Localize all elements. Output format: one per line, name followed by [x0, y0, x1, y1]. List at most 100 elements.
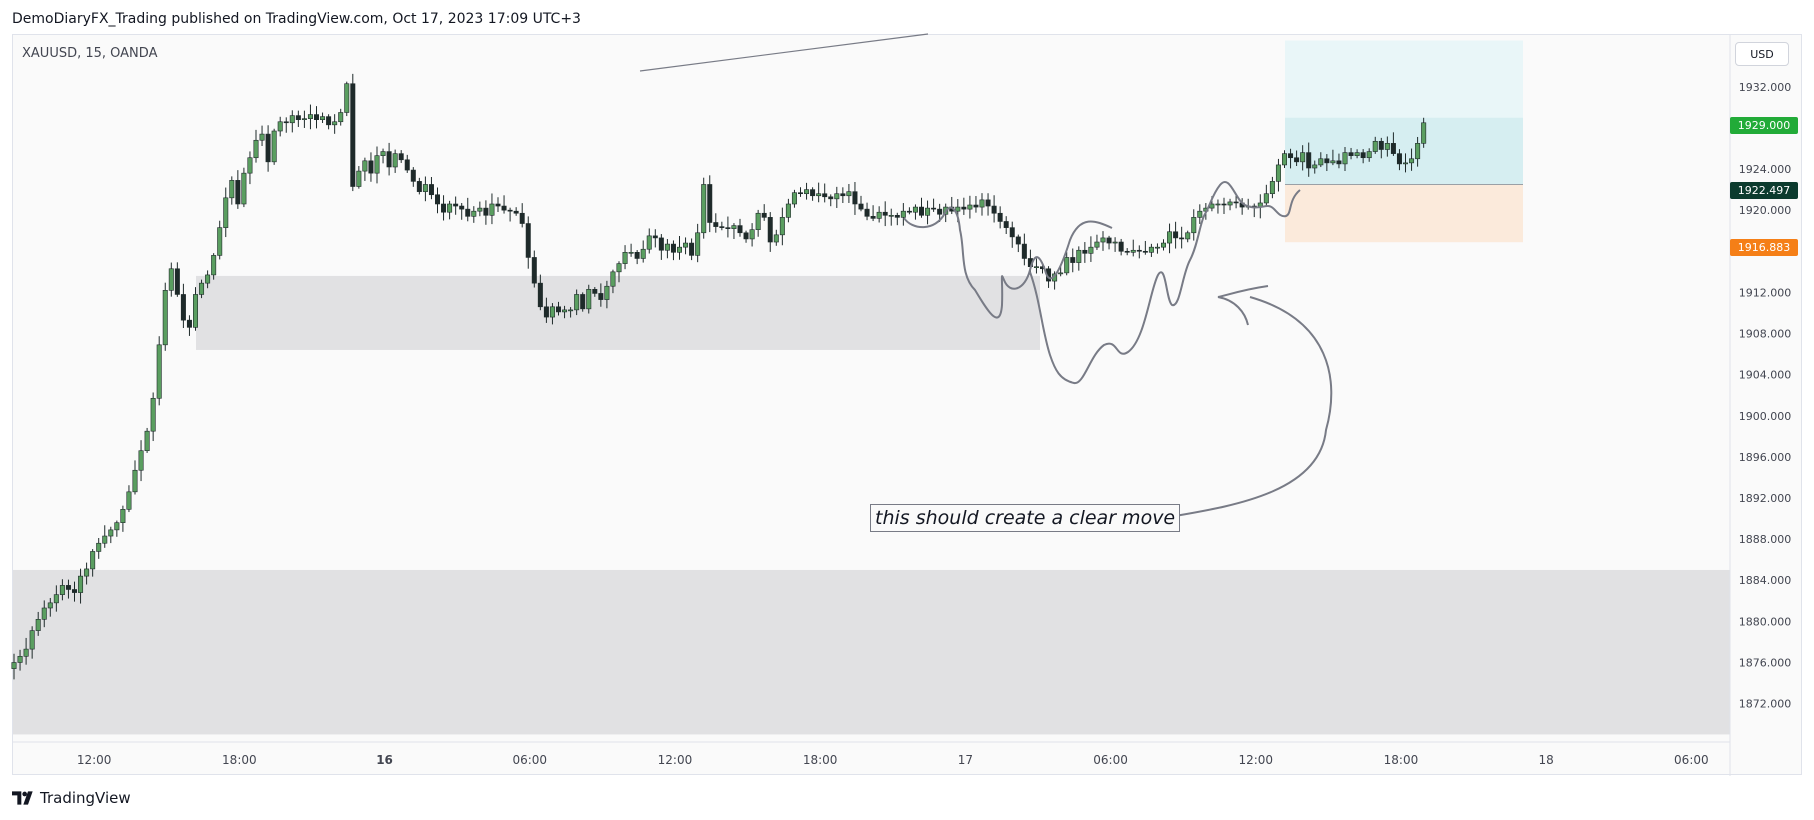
- candle[interactable]: [785, 198, 791, 223]
- currency-button[interactable]: USD: [1735, 42, 1789, 66]
- candle[interactable]: [1112, 237, 1118, 252]
- candle[interactable]: [199, 279, 205, 299]
- candle[interactable]: [416, 177, 422, 195]
- candle[interactable]: [1269, 176, 1275, 199]
- candle[interactable]: [53, 585, 59, 612]
- candle[interactable]: [428, 177, 434, 200]
- candle[interactable]: [1070, 248, 1076, 273]
- candle[interactable]: [453, 196, 459, 215]
- candle[interactable]: [1215, 199, 1221, 214]
- candle[interactable]: [979, 193, 985, 216]
- candle[interactable]: [483, 200, 489, 225]
- candle[interactable]: [1288, 148, 1294, 169]
- candle[interactable]: [1227, 198, 1233, 211]
- candle[interactable]: [1179, 226, 1185, 249]
- candle[interactable]: [326, 114, 332, 130]
- candle[interactable]: [289, 110, 295, 133]
- candle[interactable]: [465, 197, 471, 222]
- footer-brand[interactable]: TradingView: [12, 789, 131, 807]
- candle[interactable]: [755, 209, 761, 237]
- candle[interactable]: [1136, 245, 1142, 259]
- candle[interactable]: [695, 223, 701, 263]
- candle[interactable]: [271, 128, 277, 165]
- candle[interactable]: [568, 307, 574, 318]
- candle[interactable]: [1161, 239, 1167, 251]
- candle[interactable]: [1342, 147, 1348, 172]
- candle[interactable]: [368, 152, 374, 182]
- candle[interactable]: [761, 204, 767, 221]
- candle[interactable]: [646, 228, 652, 254]
- candle[interactable]: [580, 292, 586, 312]
- candle[interactable]: [804, 182, 810, 200]
- candle[interactable]: [537, 274, 543, 311]
- candle[interactable]: [1124, 248, 1130, 256]
- candle[interactable]: [301, 110, 307, 128]
- candle[interactable]: [846, 184, 852, 203]
- candle[interactable]: [471, 206, 477, 223]
- candle[interactable]: [41, 600, 47, 628]
- candle[interactable]: [362, 157, 368, 181]
- candle[interactable]: [882, 201, 888, 227]
- candle[interactable]: [96, 538, 102, 559]
- candle[interactable]: [126, 485, 132, 513]
- candle[interactable]: [307, 104, 313, 130]
- position-stop-zone[interactable]: [1285, 184, 1523, 243]
- candle[interactable]: [840, 187, 846, 204]
- candle[interactable]: [961, 197, 967, 215]
- candle[interactable]: [689, 238, 695, 261]
- candle[interactable]: [864, 202, 870, 221]
- candle[interactable]: [1294, 150, 1300, 166]
- candle[interactable]: [1009, 221, 1015, 248]
- candle[interactable]: [749, 223, 755, 247]
- candle[interactable]: [65, 579, 71, 599]
- candle[interactable]: [586, 284, 592, 314]
- candle[interactable]: [1282, 150, 1288, 169]
- candle[interactable]: [664, 239, 670, 259]
- candle[interactable]: [356, 166, 362, 189]
- candle[interactable]: [1300, 145, 1306, 171]
- annotation-text[interactable]: this should create a clear move: [870, 504, 1181, 532]
- candle[interactable]: [1173, 221, 1179, 249]
- candle[interactable]: [870, 205, 876, 222]
- candle[interactable]: [701, 177, 707, 239]
- candle[interactable]: [676, 235, 682, 260]
- candle[interactable]: [1396, 149, 1402, 171]
- candle[interactable]: [1348, 147, 1354, 160]
- candle[interactable]: [374, 146, 380, 184]
- candle[interactable]: [380, 148, 386, 164]
- candle[interactable]: [11, 653, 17, 680]
- candle[interactable]: [350, 73, 356, 192]
- candle[interactable]: [1088, 236, 1094, 262]
- candle[interactable]: [447, 200, 453, 220]
- candle[interactable]: [1233, 195, 1239, 209]
- candle[interactable]: [1245, 198, 1251, 210]
- candle[interactable]: [652, 229, 658, 248]
- candle[interactable]: [640, 240, 646, 263]
- candle[interactable]: [1275, 158, 1281, 192]
- candle[interactable]: [549, 303, 555, 325]
- support-zone-upper[interactable]: [196, 275, 1040, 350]
- candle[interactable]: [150, 392, 156, 442]
- candle[interactable]: [997, 206, 1003, 229]
- candle[interactable]: [1330, 149, 1336, 166]
- candle[interactable]: [985, 193, 991, 216]
- candle[interactable]: [247, 151, 253, 185]
- candle[interactable]: [973, 196, 979, 213]
- candle[interactable]: [707, 175, 713, 233]
- candle[interactable]: [1185, 230, 1191, 243]
- candle[interactable]: [108, 526, 114, 544]
- candle[interactable]: [822, 183, 828, 203]
- candle[interactable]: [211, 253, 217, 280]
- candle[interactable]: [852, 182, 858, 215]
- candle[interactable]: [434, 187, 440, 214]
- candle[interactable]: [1064, 252, 1070, 276]
- candle[interactable]: [1033, 258, 1039, 274]
- candle[interactable]: [810, 187, 816, 201]
- candle[interactable]: [604, 280, 610, 309]
- candle[interactable]: [283, 117, 289, 133]
- candle[interactable]: [1354, 149, 1360, 159]
- candle[interactable]: [658, 234, 664, 260]
- candle[interactable]: [931, 198, 937, 212]
- position-target-extension[interactable]: [1285, 40, 1523, 118]
